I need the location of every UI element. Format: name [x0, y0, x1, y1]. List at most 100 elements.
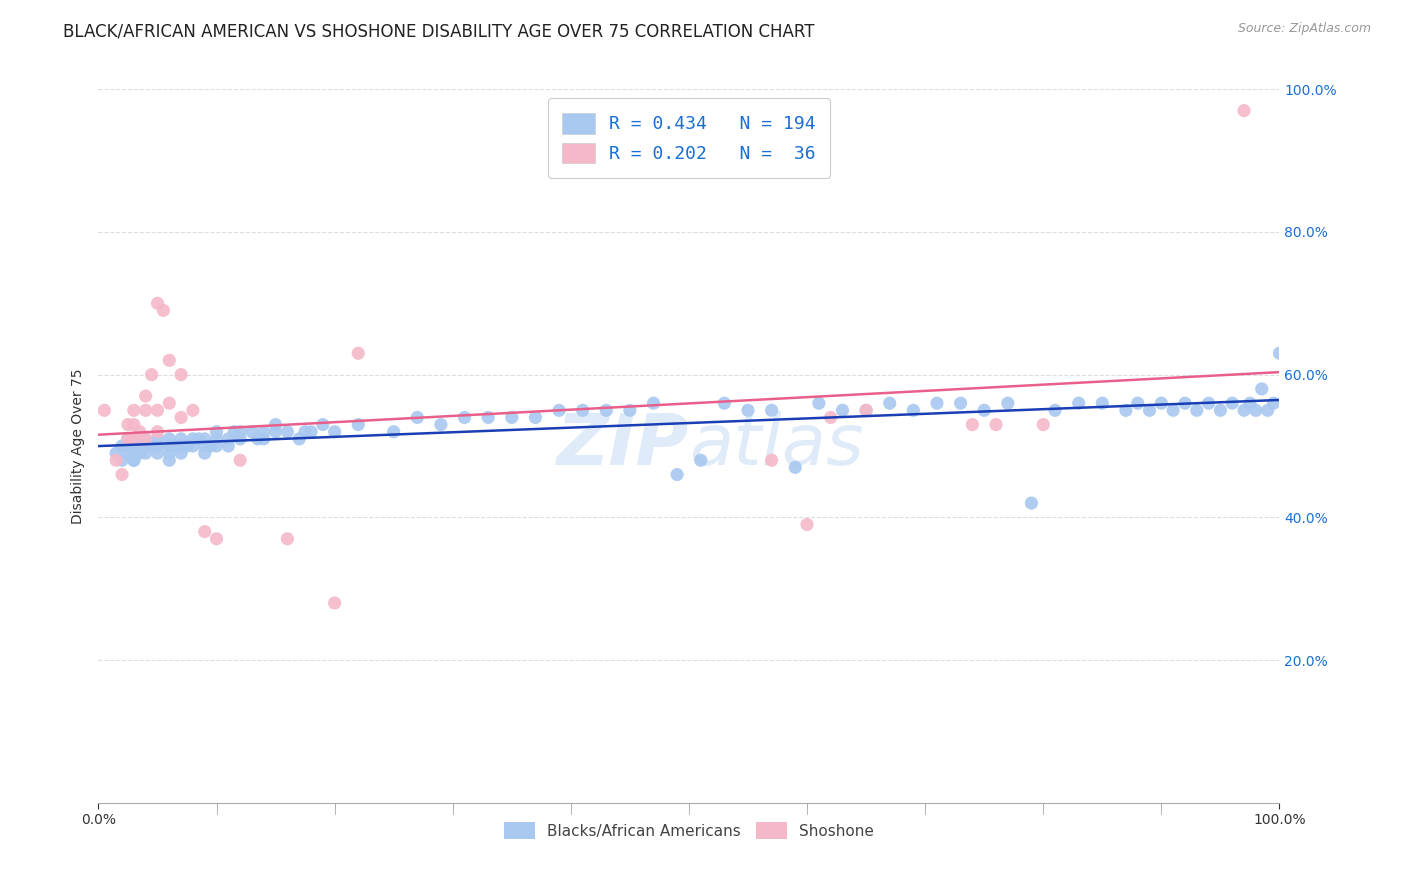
Point — [181, 403, 204, 417]
Point — [737, 403, 759, 417]
Point — [141, 368, 163, 382]
Point — [135, 403, 157, 417]
Point — [240, 425, 263, 439]
Point — [807, 396, 830, 410]
Point — [1263, 396, 1285, 410]
Point — [323, 425, 346, 439]
Point — [170, 368, 193, 382]
Point — [157, 439, 180, 453]
Point — [152, 303, 174, 318]
Point — [264, 425, 287, 439]
Point — [406, 410, 429, 425]
Point — [1198, 396, 1220, 410]
Point — [122, 432, 145, 446]
Point — [477, 410, 499, 425]
Point — [146, 403, 169, 417]
Point — [187, 432, 209, 446]
Point — [1244, 403, 1267, 417]
Point — [246, 432, 269, 446]
Point — [181, 439, 204, 453]
Point — [146, 432, 169, 446]
Point — [135, 389, 157, 403]
Point — [135, 439, 157, 453]
Point — [264, 417, 287, 432]
Point — [194, 439, 217, 453]
Point — [962, 417, 984, 432]
Point — [217, 432, 239, 446]
Point — [135, 432, 157, 446]
Point — [224, 425, 246, 439]
Point — [117, 432, 139, 446]
Point — [1209, 403, 1232, 417]
Point — [122, 446, 145, 460]
Point — [122, 453, 145, 467]
Point — [382, 425, 405, 439]
Point — [194, 432, 217, 446]
Point — [347, 417, 370, 432]
Point — [1268, 346, 1291, 360]
Point — [194, 446, 217, 460]
Text: BLACK/AFRICAN AMERICAN VS SHOSHONE DISABILITY AGE OVER 75 CORRELATION CHART: BLACK/AFRICAN AMERICAN VS SHOSHONE DISAB… — [63, 22, 814, 40]
Point — [1091, 396, 1114, 410]
Point — [176, 439, 198, 453]
Point — [430, 417, 453, 432]
Point — [141, 439, 163, 453]
Point — [1233, 403, 1256, 417]
Point — [170, 432, 193, 446]
Point — [903, 403, 925, 417]
Point — [105, 453, 128, 467]
Point — [205, 532, 228, 546]
Point — [347, 346, 370, 360]
Y-axis label: Disability Age Over 75: Disability Age Over 75 — [70, 368, 84, 524]
Point — [643, 396, 665, 410]
Point — [713, 396, 735, 410]
Point — [997, 396, 1019, 410]
Text: ZIP: ZIP — [557, 411, 689, 481]
Point — [761, 403, 783, 417]
Point — [205, 439, 228, 453]
Point — [205, 432, 228, 446]
Point — [571, 403, 593, 417]
Point — [157, 453, 180, 467]
Point — [253, 425, 276, 439]
Point — [122, 439, 145, 453]
Point — [1257, 403, 1279, 417]
Point — [666, 467, 689, 482]
Point — [323, 596, 346, 610]
Point — [619, 403, 641, 417]
Point — [973, 403, 995, 417]
Point — [312, 417, 335, 432]
Point — [170, 446, 193, 460]
Point — [1043, 403, 1066, 417]
Point — [276, 425, 298, 439]
Point — [135, 446, 157, 460]
Point — [157, 439, 180, 453]
Point — [1161, 403, 1184, 417]
Point — [217, 439, 239, 453]
Point — [501, 410, 523, 425]
Point — [170, 410, 193, 425]
Point — [453, 410, 475, 425]
Point — [157, 446, 180, 460]
Point — [831, 403, 853, 417]
Point — [1115, 403, 1137, 417]
Point — [146, 296, 169, 310]
Point — [117, 417, 139, 432]
Point — [524, 410, 547, 425]
Point — [122, 439, 145, 453]
Point — [117, 432, 139, 446]
Point — [1220, 396, 1243, 410]
Point — [135, 432, 157, 446]
Point — [170, 439, 193, 453]
Point — [1021, 496, 1043, 510]
Point — [253, 432, 276, 446]
Point — [128, 425, 150, 439]
Point — [205, 425, 228, 439]
Point — [111, 453, 134, 467]
Point — [1233, 103, 1256, 118]
Legend: Blacks/African Americans, Shoshone: Blacks/African Americans, Shoshone — [498, 816, 880, 845]
Point — [1185, 403, 1208, 417]
Point — [294, 425, 316, 439]
Point — [146, 425, 169, 439]
Point — [146, 439, 169, 453]
